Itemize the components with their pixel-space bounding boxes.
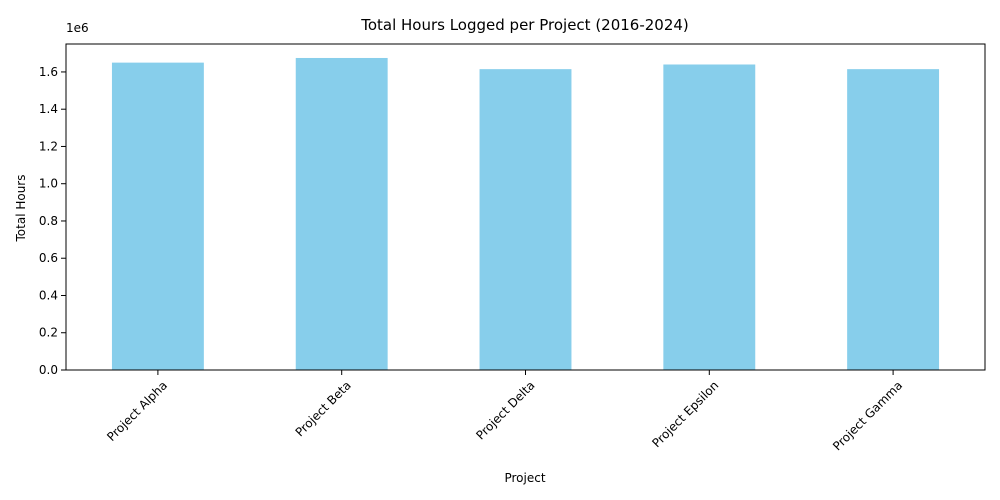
- bar-project-beta: [295, 57, 388, 370]
- x-tick-label: Project Delta: [473, 378, 537, 442]
- x-tick-label: Project Beta: [293, 378, 354, 439]
- y-tick-label: 1.6: [39, 65, 58, 79]
- y-tick-label: 1.4: [39, 102, 58, 116]
- y-tick-label: 1.2: [39, 139, 58, 153]
- bars-group: [111, 57, 940, 371]
- x-tick-label: Project Alpha: [104, 378, 170, 444]
- x-axis-ticks: Project Alpha Project Beta Project Delta Pr…: [104, 370, 905, 453]
- x-tick-label: Project Gamma: [830, 378, 905, 453]
- y-tick-label: 1.0: [39, 177, 58, 191]
- bar-project-epsilon: [663, 64, 756, 371]
- bar-project-delta: [479, 69, 572, 371]
- y-tick-label: 0.2: [39, 326, 58, 340]
- y-axis-label: Total Hours: [14, 175, 28, 243]
- x-tick-label: Project Epsilon: [649, 378, 721, 450]
- y-tick-label: 0.4: [39, 288, 58, 302]
- y-tick-label: 0.0: [39, 363, 58, 377]
- y-tick-label: 0.8: [39, 214, 58, 228]
- bar-project-alpha: [111, 62, 204, 370]
- y-axis-offset-label: 1e6: [66, 21, 89, 35]
- y-tick-label: 0.6: [39, 251, 58, 265]
- x-axis-label: Project: [504, 471, 545, 485]
- chart-title: Total Hours Logged per Project (2016-202…: [360, 16, 689, 34]
- bar-project-gamma: [847, 69, 940, 371]
- plot-frame: [65, 43, 986, 371]
- y-axis-ticks: 0.0 0.2 0.4 0.6 0.8 1.0 1.2 1.4 1.6: [39, 65, 66, 377]
